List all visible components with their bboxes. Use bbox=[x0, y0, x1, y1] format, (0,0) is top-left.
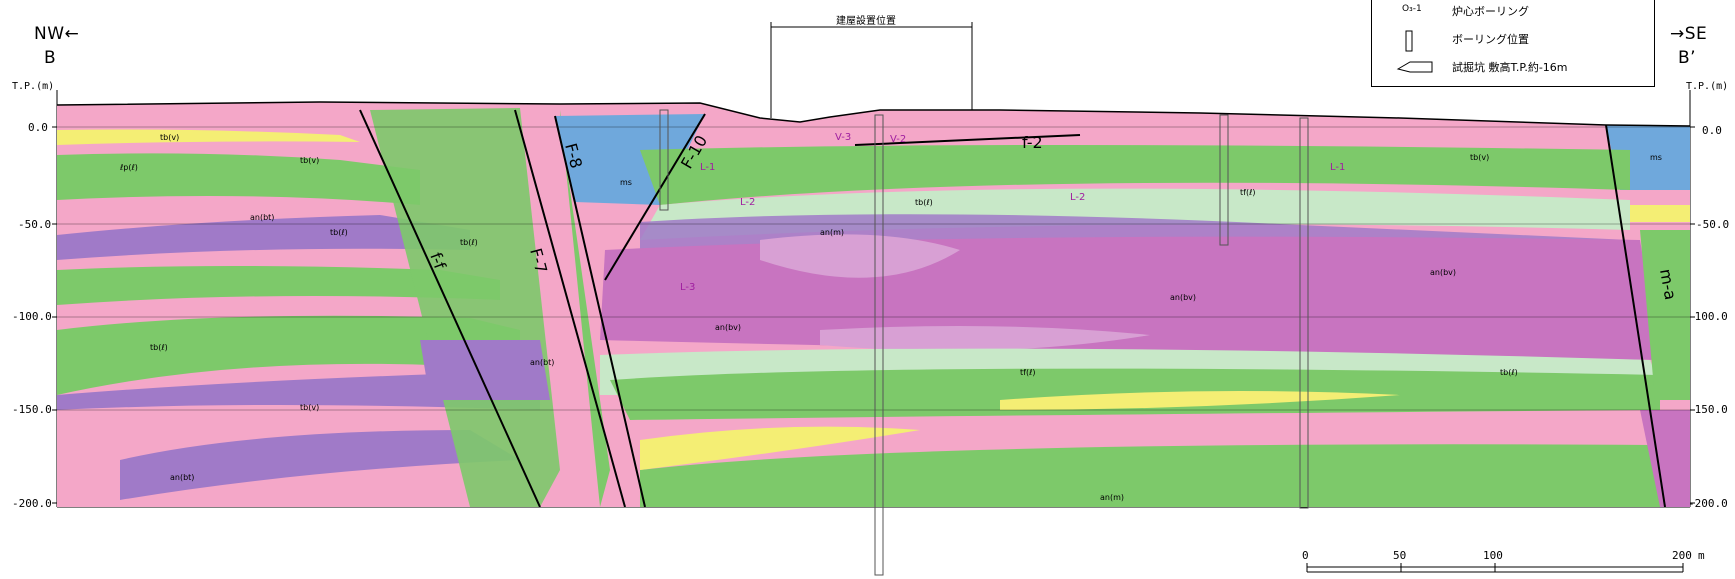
svg-text:L-1: L-1 bbox=[700, 162, 715, 173]
svg-text:tb(ℓ): tb(ℓ) bbox=[915, 198, 933, 207]
svg-text:ℓp(ℓ): ℓp(ℓ) bbox=[119, 163, 138, 172]
left-tick-50: -50.0 bbox=[18, 218, 52, 231]
svg-text:tb(v): tb(v) bbox=[1470, 153, 1489, 162]
left-tick-200: -200.0 bbox=[12, 497, 52, 510]
svg-text:tf(ℓ): tf(ℓ) bbox=[1020, 368, 1036, 377]
svg-text:an(bt): an(bt) bbox=[530, 358, 554, 367]
svg-text:tb(ℓ): tb(ℓ) bbox=[460, 238, 478, 247]
fault-f-8 bbox=[554, 115, 646, 508]
right-tick-200: -200.0 bbox=[1688, 497, 1728, 510]
fault-f-2 bbox=[854, 134, 1081, 146]
unit-an-m-lens bbox=[760, 234, 960, 278]
unit-lp-l-base-center bbox=[640, 426, 920, 470]
unit-tb-l-lower-left bbox=[57, 315, 520, 395]
right-tick-0: 0.0 bbox=[1702, 124, 1722, 137]
svg-text:tb(v): tb(v) bbox=[160, 133, 179, 142]
svg-text:V-2: V-2 bbox=[890, 134, 906, 145]
svg-text:ms: ms bbox=[1650, 153, 1662, 162]
key-bed-labels: L-1 L-2 L-3 L-1 L-2 V-3 V-2 bbox=[680, 132, 1345, 293]
unit-tb-l-fault-block bbox=[370, 108, 560, 507]
unit-lp-l-right bbox=[1620, 205, 1690, 222]
unit-an-bt-fault-block bbox=[420, 340, 550, 400]
unit-tb-l-right bbox=[1640, 230, 1690, 400]
unit-an-bv-right bbox=[1640, 410, 1690, 507]
svg-text:tb(ℓ): tb(ℓ) bbox=[330, 228, 348, 237]
left-section-label: B bbox=[44, 48, 57, 68]
unit-tb-l-upper-left bbox=[57, 153, 420, 205]
unit-an-bt-base-left bbox=[120, 430, 520, 500]
svg-text:L-3: L-3 bbox=[680, 282, 695, 293]
building-bracket bbox=[770, 22, 973, 118]
unit-lp-l-top-left bbox=[57, 129, 360, 145]
svg-text:an(bv): an(bv) bbox=[715, 323, 741, 332]
svg-text:L-1: L-1 bbox=[1330, 162, 1345, 173]
ground-surface bbox=[56, 101, 1691, 127]
fault-f-7 bbox=[514, 109, 626, 508]
svg-text:an(bv): an(bv) bbox=[1170, 293, 1196, 302]
legend-boring: ボーリング位置 bbox=[1372, 28, 1654, 52]
svg-text:tf(ℓ): tf(ℓ) bbox=[1240, 188, 1256, 197]
unit-tb-l-mid-left bbox=[57, 266, 500, 305]
svg-text:tb(ℓ): tb(ℓ) bbox=[1500, 368, 1518, 377]
right-axis-title: T.P.(m) bbox=[1686, 81, 1729, 92]
scale-bar bbox=[1306, 563, 1684, 573]
unit-an-m-lens-lower bbox=[820, 326, 1150, 351]
svg-text:an(m): an(m) bbox=[820, 228, 844, 237]
fault-lines bbox=[359, 109, 1666, 508]
trench-icon bbox=[1396, 61, 1433, 73]
elevation-gridlines bbox=[57, 126, 1690, 411]
unit-tb-l-upper-center bbox=[640, 145, 1630, 205]
right-direction: →SE bbox=[1670, 24, 1708, 44]
scale-label-0: 0 bbox=[1302, 549, 1309, 562]
boring-marker-icon bbox=[1405, 30, 1413, 52]
unit-tb-l-base-center bbox=[640, 444, 1660, 507]
fault-f-f bbox=[359, 109, 541, 508]
left-tick-0: 0.0 bbox=[28, 121, 48, 134]
svg-text:L-2: L-2 bbox=[1070, 192, 1085, 203]
fault-f-10 bbox=[604, 113, 706, 281]
legend-trench: 試掘坑 敷高T.P.約-16m bbox=[1372, 56, 1654, 80]
building-position-label: 建屋設置位置 bbox=[836, 16, 896, 27]
unit-an-bt-lower-left bbox=[57, 372, 540, 410]
scale-label-100: 100 bbox=[1483, 549, 1503, 562]
svg-text:tb(ℓ): tb(ℓ) bbox=[150, 343, 168, 352]
fault-m-a bbox=[1605, 124, 1666, 508]
right-section-label: B’ bbox=[1678, 48, 1697, 68]
unit-an-bv-center bbox=[600, 236, 1660, 360]
svg-text:tb(v): tb(v) bbox=[300, 403, 319, 412]
right-tick-50: -50.0 bbox=[1696, 218, 1730, 231]
svg-text:an(bv): an(bv) bbox=[1430, 268, 1456, 277]
svg-text:ms: ms bbox=[620, 178, 632, 187]
left-tick-150: -150.0 bbox=[12, 403, 52, 416]
svg-text:an(m): an(m) bbox=[1100, 493, 1124, 502]
scale-unit: m bbox=[1698, 549, 1705, 562]
scale-label-200: 200 bbox=[1672, 549, 1692, 562]
fault-label-f-2: f-2 bbox=[1022, 133, 1043, 152]
right-tick-150: -150.0 bbox=[1688, 403, 1728, 416]
legend: O₃-1 炉心ボーリング ボーリング位置 試掘坑 敷高T.P.約-16m bbox=[1371, 0, 1655, 87]
fault-label-f-f: f-f bbox=[426, 250, 450, 272]
unit-an-bt-left bbox=[57, 215, 470, 260]
svg-text:an(bt): an(bt) bbox=[250, 213, 274, 222]
left-tick-100: -100.0 bbox=[12, 310, 52, 323]
svg-text:tb(v): tb(v) bbox=[300, 156, 319, 165]
svg-text:an(bt): an(bt) bbox=[170, 473, 194, 482]
unit-labels: tb(v) ℓp(ℓ) tb(v) tb(ℓ) tb(ℓ) an(bt) tb(… bbox=[119, 133, 1662, 502]
boring-markers bbox=[659, 109, 1309, 576]
left-direction: NW← bbox=[34, 24, 80, 44]
scale-label-50: 50 bbox=[1393, 549, 1407, 562]
svg-text:L-2: L-2 bbox=[740, 197, 755, 208]
right-tick-100: -100.0 bbox=[1688, 310, 1728, 323]
svg-text:V-3: V-3 bbox=[835, 132, 851, 143]
legend-core-boring: O₃-1 炉心ボーリング bbox=[1402, 4, 1529, 18]
left-axis-title: T.P.(m) bbox=[12, 81, 55, 92]
core-boring-symbol: O₃-1 bbox=[1402, 4, 1422, 14]
